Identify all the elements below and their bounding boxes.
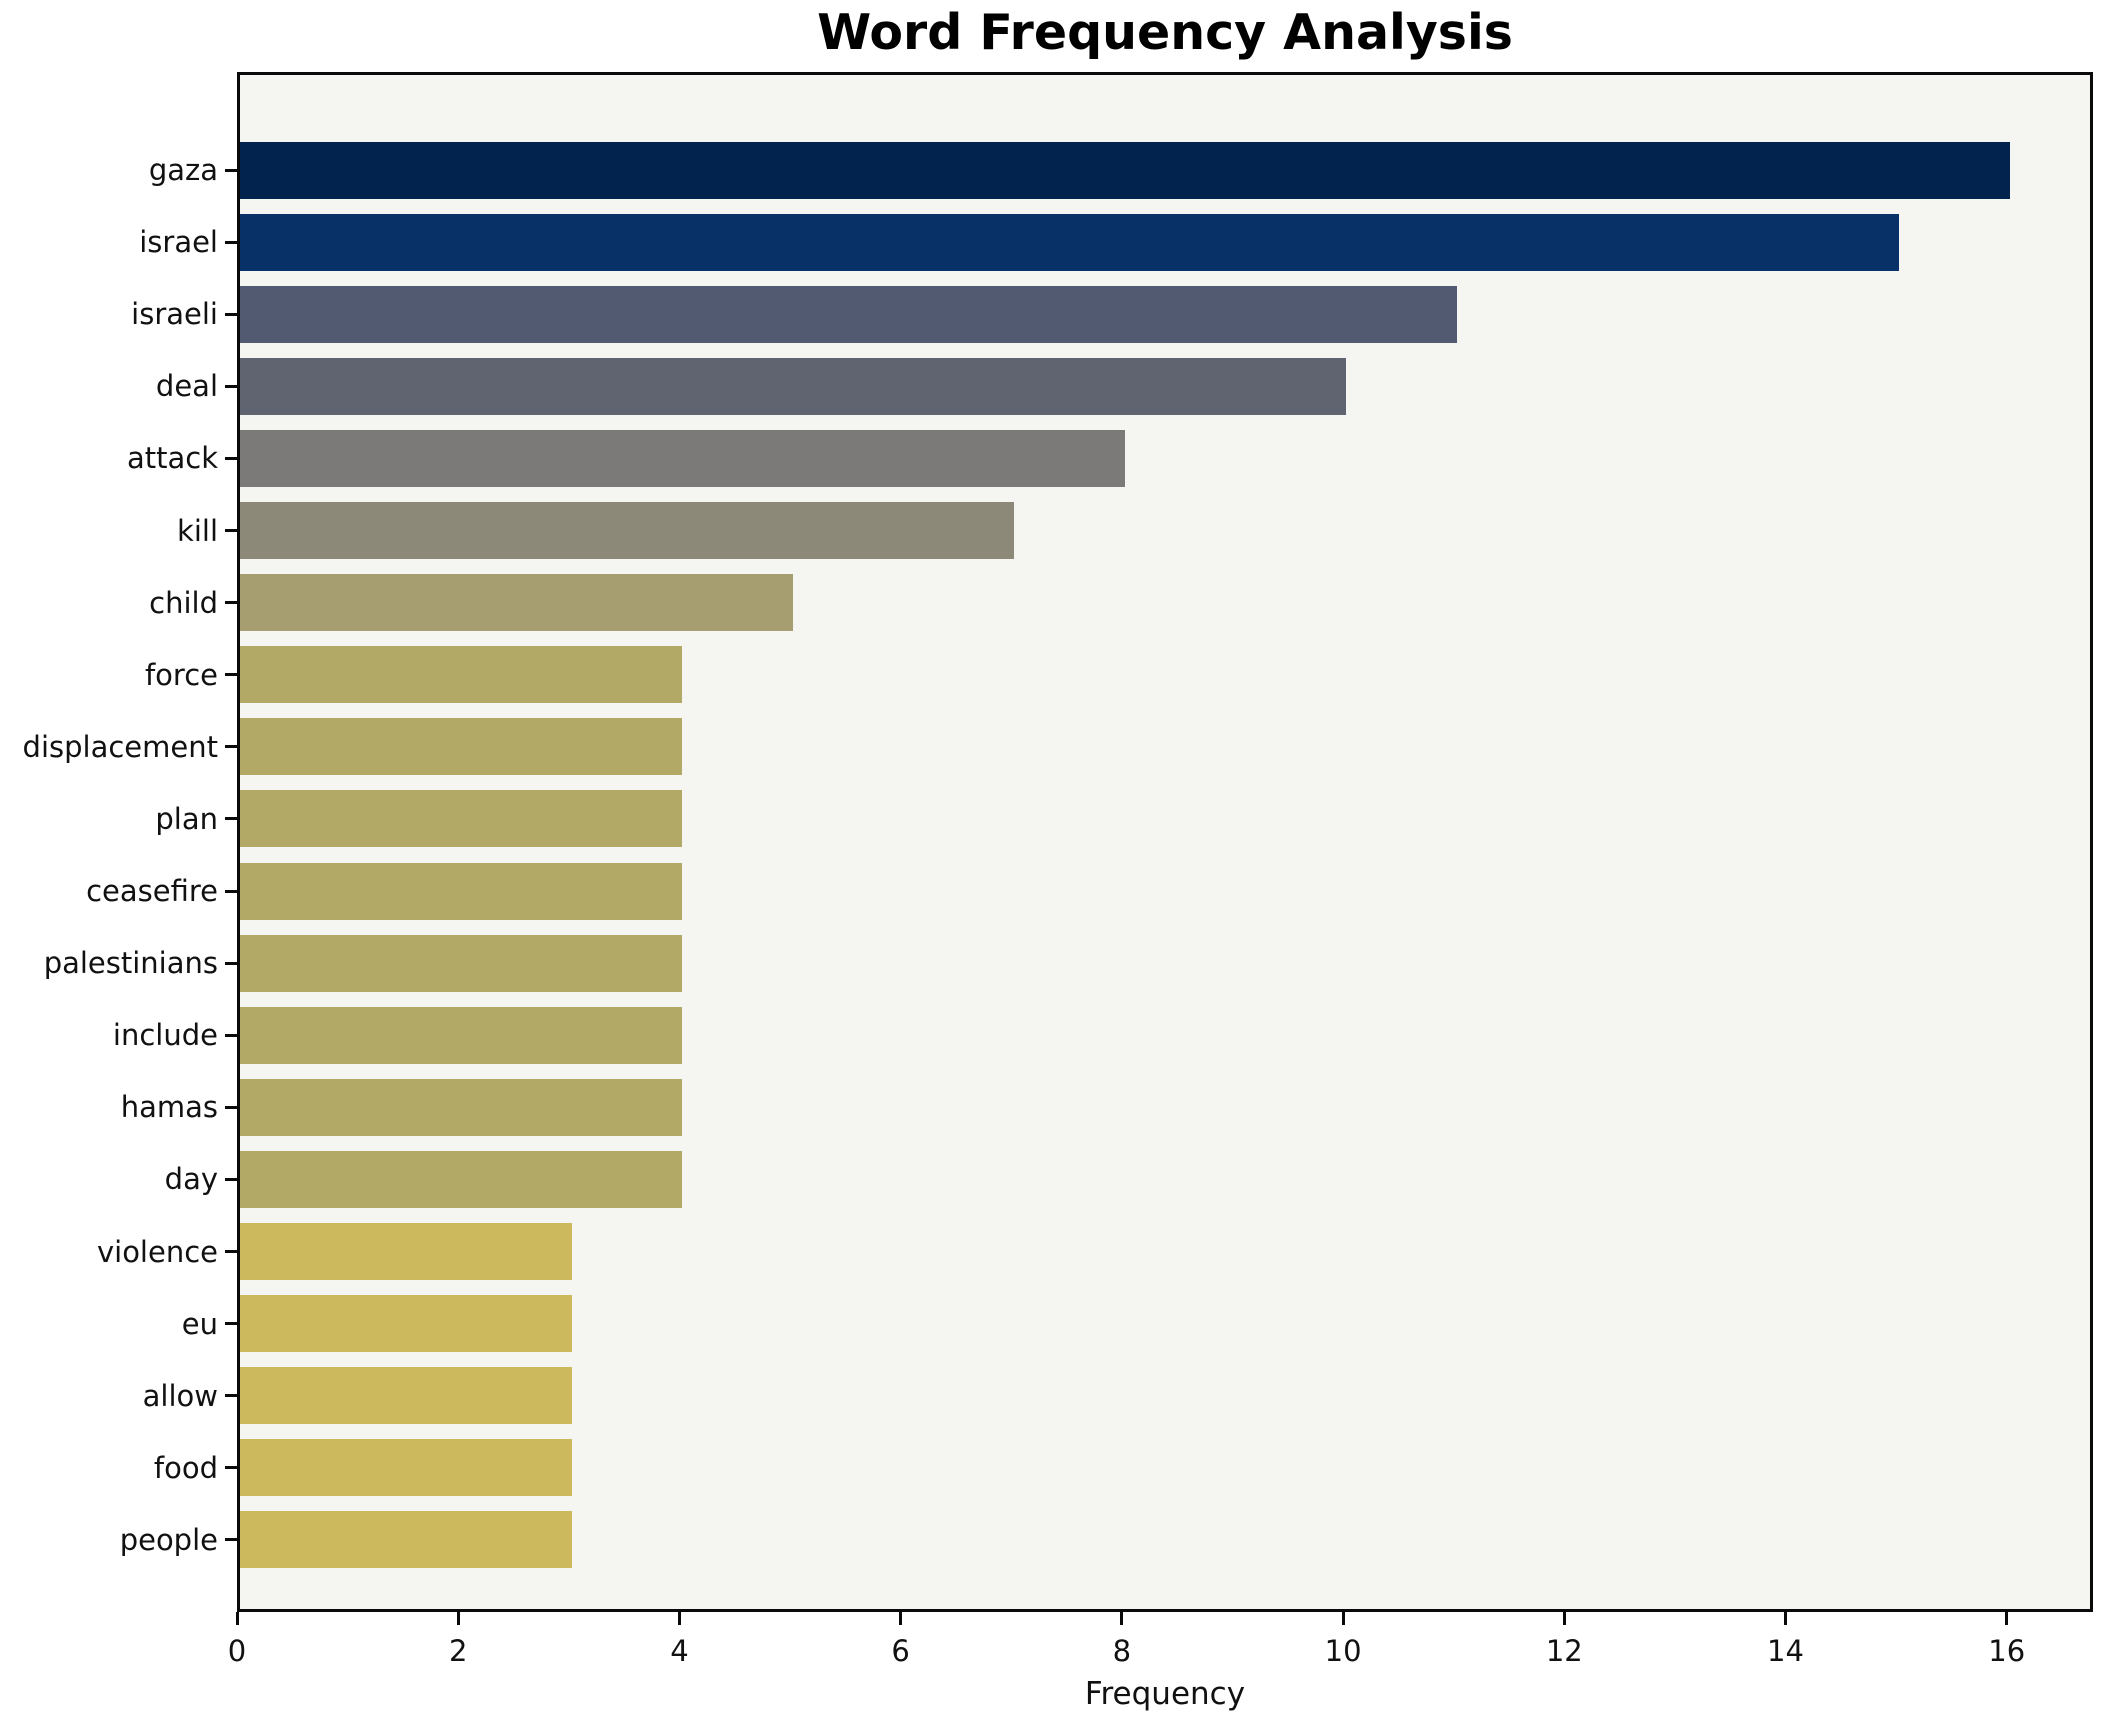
- y-tick-mark: [225, 1538, 237, 1542]
- y-tick-mark: [225, 1033, 237, 1037]
- y-tick-label-attack: attack: [126, 441, 218, 476]
- y-tick-label-child: child: [149, 585, 218, 620]
- y-tick-mark: [225, 601, 237, 605]
- y-tick-label-day: day: [164, 1162, 218, 1197]
- y-tick-mark: [225, 1322, 237, 1326]
- bar-israeli: [240, 285, 1457, 343]
- x-tick-mark: [1562, 1612, 1566, 1625]
- x-tick-label-2: 2: [448, 1634, 468, 1668]
- y-tick-label-food: food: [153, 1450, 218, 1485]
- x-tick-mark: [2005, 1612, 2009, 1625]
- y-tick-mark: [225, 1177, 237, 1181]
- bar-force: [240, 646, 683, 704]
- y-tick-label-kill: kill: [177, 513, 218, 548]
- y-tick-mark: [225, 673, 237, 677]
- y-tick-label-deal: deal: [155, 369, 218, 404]
- x-tick-mark: [456, 1612, 460, 1625]
- y-tick-mark: [225, 240, 237, 244]
- bar-day: [240, 1150, 683, 1208]
- bar-include: [240, 1006, 683, 1064]
- y-tick-label-hamas: hamas: [120, 1090, 218, 1125]
- y-tick-mark: [225, 529, 237, 532]
- bar-palestinians: [240, 934, 683, 992]
- x-tick-mark: [1120, 1612, 1124, 1625]
- y-tick-label-displacement: displacement: [22, 729, 218, 764]
- y-tick-mark: [225, 1105, 237, 1109]
- bar-kill: [240, 502, 1015, 559]
- y-tick-label-include: include: [112, 1018, 218, 1053]
- x-tick-label-14: 14: [1767, 1634, 1804, 1668]
- y-tick-label-gaza: gaza: [148, 153, 218, 187]
- bar-israel: [240, 213, 1900, 271]
- y-tick-label-people: people: [119, 1522, 218, 1557]
- x-tick-label-8: 8: [1112, 1634, 1132, 1668]
- y-tick-label-plan: plan: [155, 801, 218, 836]
- x-tick-label-0: 0: [227, 1634, 247, 1668]
- bar-people: [240, 1511, 572, 1569]
- y-tick-label-violence: violence: [96, 1234, 218, 1269]
- plot-area: [237, 72, 2093, 1612]
- y-tick-mark: [225, 384, 237, 388]
- x-tick-label-6: 6: [891, 1634, 910, 1668]
- chart-title: Word Frequency Analysis: [817, 4, 1513, 61]
- x-tick-label-16: 16: [1988, 1634, 2026, 1668]
- x-tick-mark: [899, 1612, 903, 1625]
- y-tick-mark: [225, 456, 237, 460]
- y-tick-mark: [225, 889, 237, 893]
- bar-displacement: [240, 718, 683, 776]
- y-tick-mark: [225, 168, 237, 172]
- bar-hamas: [240, 1078, 683, 1136]
- x-tick-mark: [1784, 1612, 1787, 1625]
- bar-child: [240, 574, 794, 632]
- y-tick-label-palestinians: palestinians: [43, 946, 218, 981]
- x-tick-mark: [1341, 1612, 1345, 1625]
- y-tick-mark: [225, 817, 237, 821]
- x-tick-label-12: 12: [1545, 1634, 1583, 1668]
- y-tick-mark: [225, 1394, 237, 1398]
- y-tick-mark: [225, 745, 237, 749]
- y-tick-label-allow: allow: [142, 1378, 218, 1413]
- x-tick-mark: [677, 1612, 681, 1625]
- x-tick-label-10: 10: [1324, 1634, 1362, 1668]
- y-tick-mark: [225, 1466, 237, 1470]
- bar-gaza: [240, 141, 2010, 199]
- bar-eu: [240, 1295, 572, 1353]
- y-tick-label-force: force: [144, 657, 218, 692]
- x-tick-mark: [235, 1612, 239, 1625]
- y-tick-mark: [225, 1250, 237, 1253]
- y-tick-label-israel: israel: [139, 225, 218, 260]
- bar-violence: [240, 1223, 572, 1280]
- bar-ceasefire: [240, 862, 683, 920]
- y-tick-label-ceasefire: ceasefire: [86, 874, 218, 908]
- bar-plan: [240, 790, 683, 848]
- y-tick-label-eu: eu: [181, 1306, 218, 1341]
- y-tick-mark: [225, 961, 237, 965]
- x-tick-label-4: 4: [670, 1634, 689, 1668]
- bar-allow: [240, 1367, 572, 1425]
- bar-attack: [240, 429, 1125, 487]
- bar-food: [240, 1439, 572, 1497]
- y-tick-label-israeli: israeli: [131, 297, 218, 332]
- y-tick-mark: [225, 312, 237, 316]
- bar-deal: [240, 357, 1347, 415]
- x-axis-label: Frequency: [1084, 1676, 1246, 1712]
